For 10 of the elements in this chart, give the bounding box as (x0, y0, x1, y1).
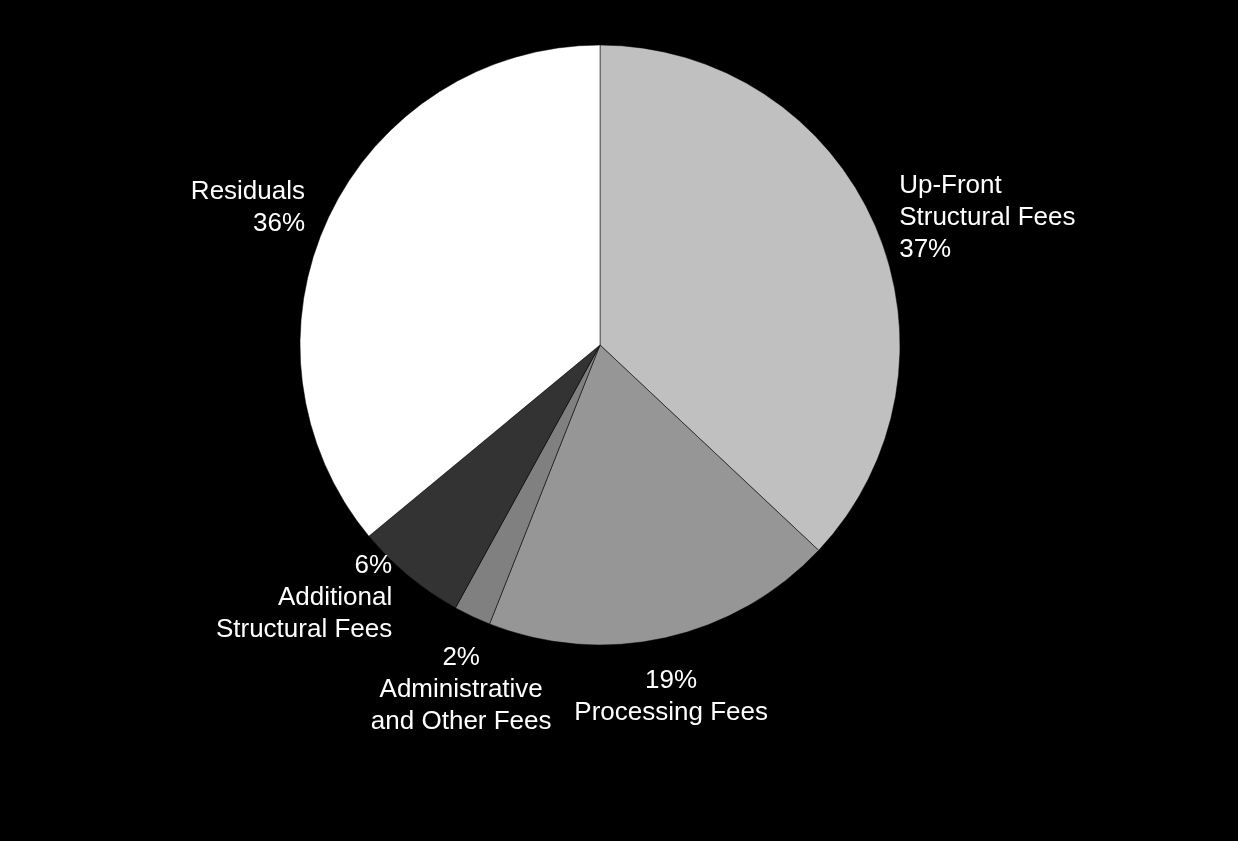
slice-label: Processing Fees (574, 696, 768, 727)
data-label: 36% (252, 207, 306, 238)
data-label: 37% (899, 232, 952, 263)
data-label: 19% (645, 664, 698, 695)
slice-label: Administrative and Other Fees (370, 672, 552, 735)
slice-label: Residuals (190, 175, 306, 206)
slice-label: Up-Front Structural Fees (899, 168, 1076, 231)
data-label: 6% (354, 549, 393, 580)
data-label: 2% (442, 640, 480, 671)
slice-label: Additional Structural Fees (215, 581, 393, 644)
